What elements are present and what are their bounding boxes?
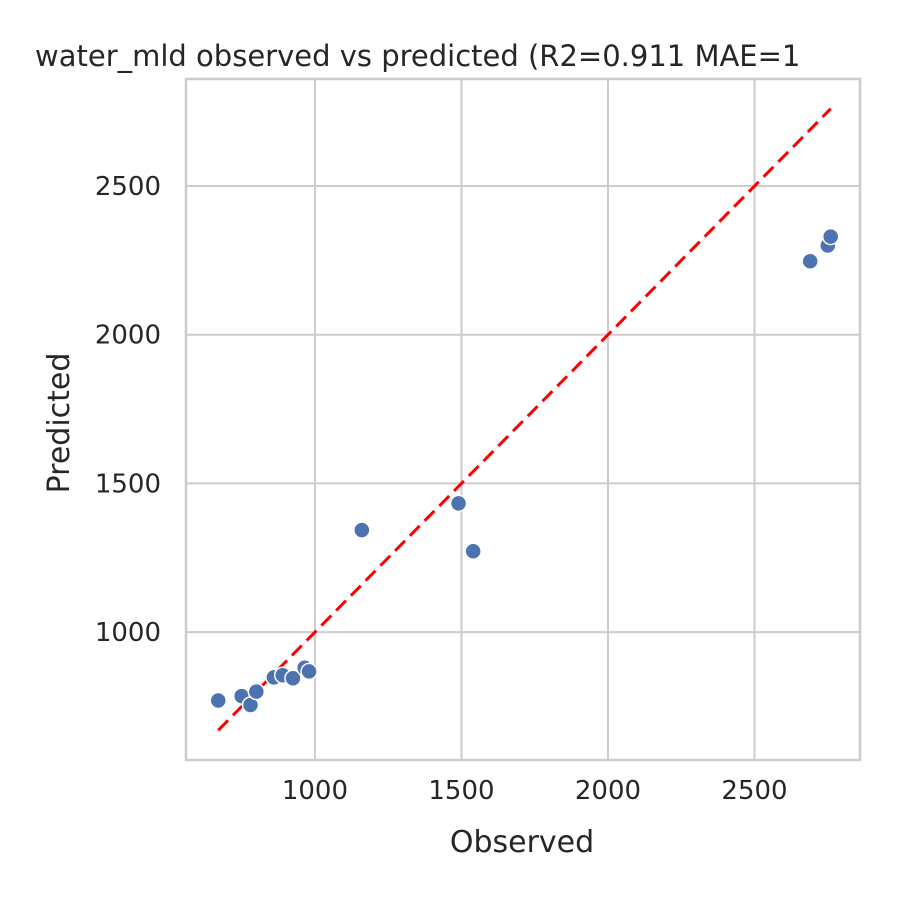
x-axis-label: Observed xyxy=(450,825,594,860)
y-tick-label: 1500 xyxy=(95,469,161,499)
data-point xyxy=(284,669,302,687)
identity-reference-line xyxy=(217,107,832,732)
data-point xyxy=(209,691,227,710)
grid xyxy=(186,79,860,760)
plot-frame xyxy=(184,77,862,762)
data-point xyxy=(801,252,819,271)
chart-title: water_mld observed vs predicted (R2=0.91… xyxy=(35,39,800,73)
data-points xyxy=(209,227,840,714)
data-point xyxy=(464,542,482,560)
x-tick-label: 1000 xyxy=(282,776,348,806)
x-tick-label: 2500 xyxy=(721,776,787,806)
data-point xyxy=(353,521,371,539)
x-tick-labels: 1000 1500 2000 2500 xyxy=(282,776,788,806)
data-point xyxy=(821,227,840,246)
reference-line-layer xyxy=(217,107,832,732)
y-tick-labels: 1000 1500 2000 2500 xyxy=(95,172,161,648)
y-tick-label: 2500 xyxy=(95,172,161,202)
data-point xyxy=(449,494,468,513)
data-point xyxy=(300,662,318,681)
y-tick-label: 2000 xyxy=(95,321,161,351)
y-tick-label: 1000 xyxy=(95,618,161,648)
y-axis-label: Predicted xyxy=(42,353,77,494)
x-tick-label: 1500 xyxy=(428,776,494,806)
x-tick-label: 2000 xyxy=(575,776,641,806)
data-point xyxy=(247,682,266,701)
